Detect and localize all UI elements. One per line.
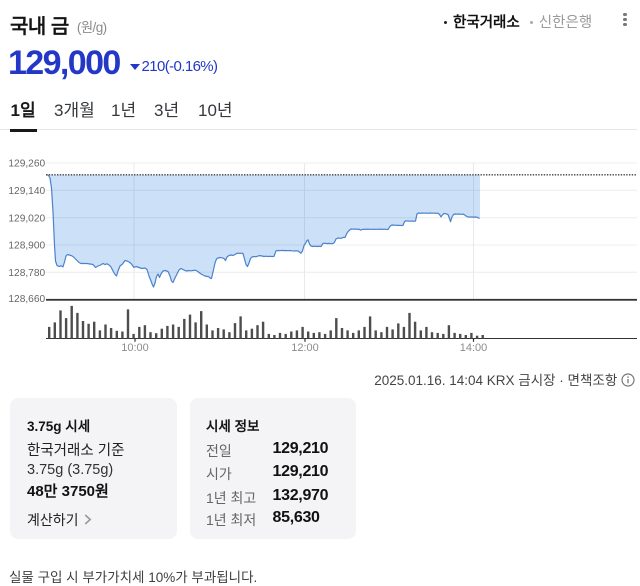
svg-text:12:00: 12:00 bbox=[291, 342, 319, 354]
svg-text:129,140: 129,140 bbox=[8, 186, 45, 197]
svg-text:129,260: 129,260 bbox=[8, 159, 45, 170]
svg-text:128,780: 128,780 bbox=[8, 268, 45, 279]
svg-text:128,900: 128,900 bbox=[8, 241, 45, 252]
svg-text:10:00: 10:00 bbox=[121, 342, 149, 354]
svg-text:129,020: 129,020 bbox=[8, 213, 45, 224]
svg-text:14:00: 14:00 bbox=[460, 342, 488, 354]
svg-text:128,660: 128,660 bbox=[8, 294, 45, 305]
